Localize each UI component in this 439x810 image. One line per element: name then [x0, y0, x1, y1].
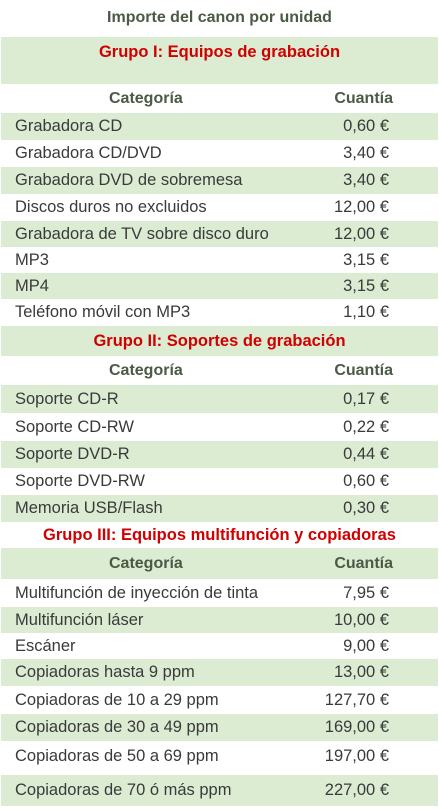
header-category: Categoría — [109, 361, 183, 379]
row-category: Copiadoras de 10 a 29 ppm — [15, 690, 219, 709]
column-header-row: Categoría Cuantía — [1, 356, 438, 385]
row-amount: 3,15 € — [343, 250, 389, 269]
table-row: MP3 3,15 € — [1, 247, 438, 273]
row-category: Escáner — [15, 636, 76, 655]
row-category: Multifunción de inyección de tinta — [15, 583, 259, 602]
table-title: Importe del canon por unidad — [1, 1, 438, 35]
row-amount: 3,15 € — [343, 276, 389, 295]
group-heading-text: Grupo II: Soportes de grabación — [93, 331, 346, 350]
column-header-row: Categoría Cuantía — [1, 548, 438, 579]
row-amount: 0,17 € — [343, 389, 389, 408]
row-category: Grabadora CD — [15, 117, 123, 135]
row-amount: 0,60 € — [343, 117, 389, 135]
header-category: Categoría — [109, 554, 183, 572]
row-amount: 12,00 € — [333, 198, 389, 216]
row-amount: 1,10 € — [343, 303, 389, 321]
row-category: Multifunción láser — [15, 610, 144, 629]
row-amount: 3,40 € — [343, 171, 389, 189]
row-amount: 3,40 € — [343, 144, 389, 162]
group-heading-text: Grupo III: Equipos multifunción y copiad… — [43, 525, 396, 544]
table-row: Grabadora DVD de sobremesa 3,40 € — [1, 167, 438, 194]
row-category: Grabadora DVD de sobremesa — [15, 171, 243, 189]
header-category: Categoría — [109, 89, 183, 107]
row-amount: 9,00 € — [343, 636, 389, 655]
row-amount: 197,00 € — [324, 747, 389, 765]
group-heading-1: Grupo I: Equipos de grabación — [1, 37, 438, 84]
header-amount: Cuantía — [334, 554, 393, 572]
table-title-text: Importe del canon por unidad — [107, 9, 332, 26]
row-category: Soporte DVD-RW — [15, 472, 145, 490]
table-row: Soporte DVD-R 0,44 € — [1, 441, 438, 468]
row-amount: 10,00 € — [333, 610, 389, 629]
table-row: MP4 3,15 € — [1, 273, 438, 299]
row-category: Grabadora CD/DVD — [15, 144, 162, 162]
row-category: Discos duros no excluidos — [15, 198, 207, 216]
table-row: Soporte CD-RW 0,22 € — [1, 413, 438, 441]
header-amount: Cuantía — [334, 89, 393, 107]
table-row: Copiadoras de 50 a 69 ppm 197,00 € — [1, 741, 438, 772]
group-heading-3: Grupo III: Equipos multifunción y copiad… — [1, 522, 438, 548]
row-amount: 169,00 € — [324, 718, 389, 736]
row-amount: 13,00 € — [333, 663, 389, 681]
table-row: Copiadoras de 10 a 29 ppm 127,70 € — [1, 686, 438, 714]
row-category: Copiadoras de 70 ó más ppm — [15, 781, 232, 799]
row-amount: 12,00 € — [333, 224, 389, 243]
table-row: Soporte DVD-RW 0,60 € — [1, 468, 438, 495]
table-row: Copiadoras de 70 ó más ppm 227,00 € — [1, 775, 438, 806]
row-amount: 0,22 € — [343, 417, 389, 436]
column-header-row: Categoría Cuantía — [1, 84, 438, 113]
row-category: Soporte CD-RW — [15, 417, 134, 436]
row-category: MP3 — [15, 250, 49, 269]
table-row: Teléfono móvil con MP3 1,10 € — [1, 299, 438, 326]
row-amount: 127,70 € — [324, 690, 389, 709]
table-row: Discos duros no excluidos 12,00 € — [1, 194, 438, 221]
table-row: Copiadoras hasta 9 ppm 13,00 € — [1, 659, 438, 686]
table-row: Escáner 9,00 € — [1, 633, 438, 659]
table-row: Grabadora CD 0,60 € — [1, 113, 438, 140]
table-row: Grabadora CD/DVD 3,40 € — [1, 140, 438, 167]
row-category: Soporte DVD-R — [15, 445, 130, 463]
row-category: Soporte CD-R — [15, 389, 119, 408]
row-category: Copiadoras de 30 a 49 ppm — [15, 718, 219, 736]
row-amount: 7,95 € — [343, 583, 389, 602]
table-row: Multifunción láser 10,00 € — [1, 607, 438, 633]
table-row: Grabadora de TV sobre disco duro 12,00 € — [1, 221, 438, 247]
row-amount: 0,60 € — [343, 472, 389, 490]
row-amount: 227,00 € — [324, 781, 389, 799]
row-amount: 0,44 € — [343, 445, 389, 463]
row-category: Teléfono móvil con MP3 — [15, 303, 191, 321]
table-row: Soporte CD-R 0,17 € — [1, 385, 438, 413]
table-row: Memoria USB/Flash 0,30 € — [1, 495, 438, 522]
row-category: Grabadora de TV sobre disco duro — [15, 224, 269, 243]
row-category: Copiadoras hasta 9 ppm — [15, 663, 195, 681]
group-heading-text: Grupo I: Equipos de grabación — [98, 43, 341, 61]
group-heading-2: Grupo II: Soportes de grabación — [1, 326, 438, 356]
table-row: Multifunción de inyección de tinta 7,95 … — [1, 579, 438, 607]
row-amount: 0,30 € — [343, 499, 389, 517]
header-amount: Cuantía — [334, 361, 393, 379]
row-category: Copiadoras de 50 a 69 ppm — [15, 747, 219, 765]
row-category: MP4 — [15, 276, 49, 295]
row-category: Memoria USB/Flash — [15, 499, 163, 517]
table-row: Copiadoras de 30 a 49 ppm 169,00 € — [1, 714, 438, 741]
